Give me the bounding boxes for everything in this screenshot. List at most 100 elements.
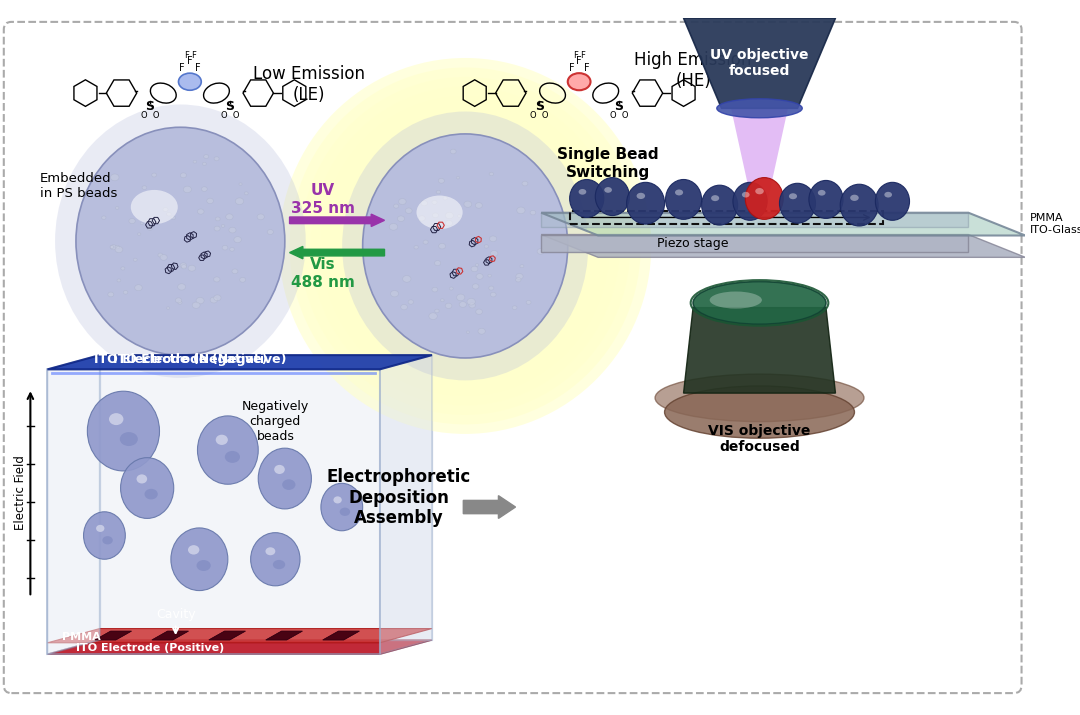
Text: Low Emission
(LE): Low Emission (LE) xyxy=(253,65,365,104)
Ellipse shape xyxy=(229,227,237,233)
Ellipse shape xyxy=(512,306,517,310)
Ellipse shape xyxy=(166,307,170,310)
Ellipse shape xyxy=(435,309,440,312)
Text: VIS objective
defocused: VIS objective defocused xyxy=(708,423,811,454)
Ellipse shape xyxy=(519,265,524,267)
FancyArrow shape xyxy=(463,495,515,518)
Ellipse shape xyxy=(717,99,802,118)
Text: O  O: O O xyxy=(220,112,239,120)
Ellipse shape xyxy=(636,193,645,199)
Ellipse shape xyxy=(300,77,631,415)
Polygon shape xyxy=(380,355,432,654)
Ellipse shape xyxy=(197,560,211,571)
Text: F: F xyxy=(184,51,189,59)
Ellipse shape xyxy=(140,222,144,225)
Ellipse shape xyxy=(376,149,554,343)
Text: O  O: O O xyxy=(530,112,549,120)
Ellipse shape xyxy=(116,247,123,252)
Ellipse shape xyxy=(239,183,242,185)
Ellipse shape xyxy=(76,127,285,355)
Ellipse shape xyxy=(198,416,258,484)
Ellipse shape xyxy=(180,173,187,178)
Ellipse shape xyxy=(445,303,451,308)
Ellipse shape xyxy=(809,180,843,218)
Ellipse shape xyxy=(755,188,764,194)
Ellipse shape xyxy=(408,300,414,304)
Polygon shape xyxy=(152,631,188,640)
Ellipse shape xyxy=(595,177,630,215)
Polygon shape xyxy=(48,355,99,654)
Ellipse shape xyxy=(450,149,456,154)
Ellipse shape xyxy=(188,545,200,555)
FancyBboxPatch shape xyxy=(4,22,1022,693)
Text: Vis
488 nm: Vis 488 nm xyxy=(291,257,354,290)
Ellipse shape xyxy=(240,277,245,282)
Ellipse shape xyxy=(143,186,147,189)
Ellipse shape xyxy=(488,275,491,277)
Text: S: S xyxy=(615,100,623,113)
Text: O  O: O O xyxy=(140,112,159,120)
Text: F: F xyxy=(194,64,200,74)
Ellipse shape xyxy=(184,186,191,192)
Ellipse shape xyxy=(421,200,428,206)
Text: F: F xyxy=(572,51,578,59)
Ellipse shape xyxy=(489,236,497,242)
Text: F: F xyxy=(580,51,585,59)
Ellipse shape xyxy=(225,451,240,463)
Ellipse shape xyxy=(604,187,612,193)
Ellipse shape xyxy=(215,217,220,221)
Ellipse shape xyxy=(537,249,544,255)
Ellipse shape xyxy=(432,200,437,204)
Polygon shape xyxy=(323,631,360,640)
Ellipse shape xyxy=(211,297,217,303)
Polygon shape xyxy=(208,631,245,640)
Ellipse shape xyxy=(475,202,483,208)
Ellipse shape xyxy=(235,198,244,204)
Ellipse shape xyxy=(90,142,271,340)
Bar xyxy=(569,211,883,224)
Polygon shape xyxy=(208,631,245,640)
Ellipse shape xyxy=(206,198,214,204)
Text: F: F xyxy=(569,64,575,74)
Ellipse shape xyxy=(469,302,475,308)
Ellipse shape xyxy=(391,290,399,297)
Polygon shape xyxy=(684,18,836,108)
Ellipse shape xyxy=(475,264,478,266)
Ellipse shape xyxy=(137,233,140,235)
Ellipse shape xyxy=(516,274,523,280)
Ellipse shape xyxy=(188,265,195,271)
Ellipse shape xyxy=(334,496,341,503)
Ellipse shape xyxy=(321,483,363,531)
Ellipse shape xyxy=(490,292,496,297)
Ellipse shape xyxy=(103,536,112,544)
Ellipse shape xyxy=(733,182,767,220)
Ellipse shape xyxy=(171,528,228,591)
Ellipse shape xyxy=(289,67,640,425)
Ellipse shape xyxy=(471,266,477,272)
Ellipse shape xyxy=(446,220,453,226)
Ellipse shape xyxy=(710,292,761,309)
Ellipse shape xyxy=(522,181,528,186)
Polygon shape xyxy=(731,108,788,203)
Ellipse shape xyxy=(273,560,285,569)
Polygon shape xyxy=(95,631,132,640)
Text: ITO Electrode (Positive): ITO Electrode (Positive) xyxy=(76,644,225,654)
Ellipse shape xyxy=(279,58,651,434)
Ellipse shape xyxy=(116,207,119,209)
Ellipse shape xyxy=(178,73,201,90)
Ellipse shape xyxy=(711,195,719,201)
Polygon shape xyxy=(95,631,132,640)
Ellipse shape xyxy=(467,331,470,333)
Ellipse shape xyxy=(163,207,168,212)
Ellipse shape xyxy=(321,96,609,396)
Text: PMMA: PMMA xyxy=(62,632,100,642)
Ellipse shape xyxy=(202,187,207,192)
Polygon shape xyxy=(541,213,1025,235)
Ellipse shape xyxy=(438,178,444,183)
Ellipse shape xyxy=(414,245,418,249)
Polygon shape xyxy=(323,631,360,640)
Ellipse shape xyxy=(214,157,219,161)
Ellipse shape xyxy=(180,263,187,268)
Ellipse shape xyxy=(109,413,123,425)
Ellipse shape xyxy=(885,192,892,197)
